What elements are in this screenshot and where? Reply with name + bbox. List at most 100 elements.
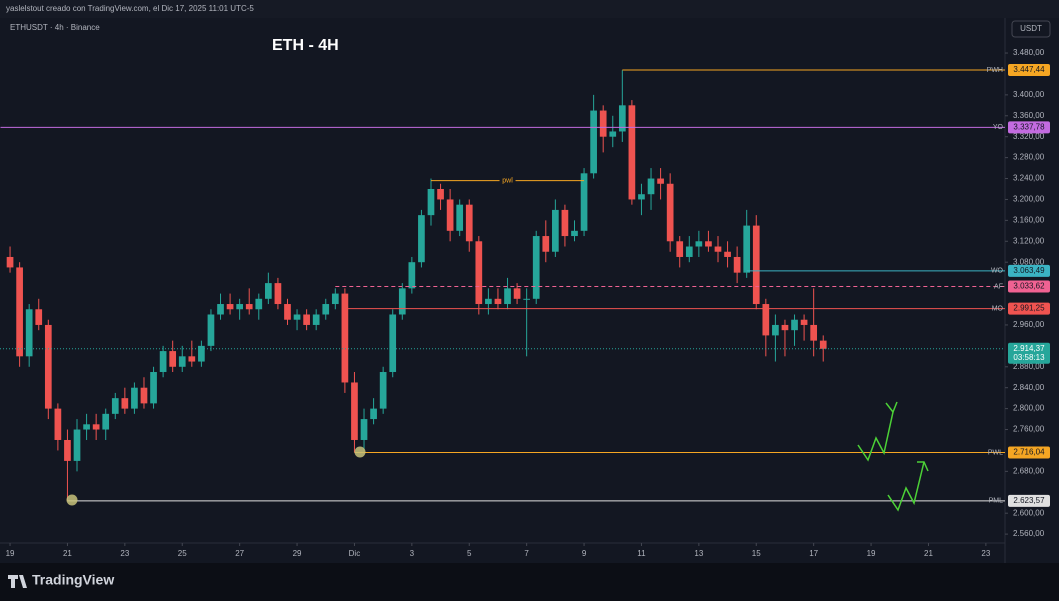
level-name: PWL [988, 449, 1003, 456]
y-tick-label: 2.840,00 [1013, 383, 1045, 392]
last-price-box [1008, 342, 1050, 364]
level-price: 3.447,44 [1013, 65, 1045, 74]
level-label-box [1008, 302, 1050, 315]
candle-body [64, 439, 71, 461]
candle-body [207, 314, 215, 346]
candle-body [695, 241, 703, 247]
level-price: 2.716,04 [1013, 448, 1045, 457]
level-name: PWH [987, 67, 1003, 74]
y-tick-label: 2.880,00 [1013, 362, 1045, 371]
x-tick-label: 25 [178, 549, 187, 558]
low-marker [354, 446, 366, 458]
low-marker [66, 494, 78, 506]
header: yaslelstout creado con TradingView.com, … [6, 4, 254, 13]
level-price: 3.033,62 [1013, 282, 1045, 291]
candle-body [762, 304, 770, 336]
arrow [857, 411, 894, 462]
x-tick-label: 21 [63, 549, 72, 558]
level-label-box [1008, 494, 1050, 507]
candle-body [92, 424, 100, 430]
candle-body [169, 351, 177, 367]
currency-box [1011, 20, 1051, 38]
x-tick-label: 19 [867, 549, 876, 558]
y-tick-label: 3.320,00 [1013, 132, 1045, 141]
candle-body [188, 356, 196, 362]
candle-body [657, 178, 664, 184]
candle-body [628, 105, 636, 200]
y-tick-label: 3.160,00 [1013, 215, 1045, 224]
y-tick-label: 2.600,00 [1013, 508, 1045, 517]
candle-body [772, 324, 779, 336]
y-tick-label: 2.560,00 [1013, 529, 1045, 538]
candle-body [437, 188, 444, 200]
x-tick-label: 23 [981, 549, 990, 558]
candle-body [178, 356, 186, 367]
candle-body [379, 372, 387, 409]
brand-logo [8, 575, 27, 588]
x-tick-label: 11 [637, 549, 646, 558]
candle-body [217, 304, 224, 315]
x-tick-label: 13 [694, 549, 703, 558]
y-tick-label: 3.240,00 [1013, 174, 1045, 183]
level-label-box [1008, 264, 1050, 277]
y-tick-label: 3.200,00 [1013, 195, 1045, 204]
candle-body [599, 110, 607, 137]
candle-body [552, 209, 559, 252]
candle-body [724, 251, 731, 257]
level-label-box [1008, 121, 1050, 134]
candle-body [504, 288, 511, 305]
candle-body [638, 194, 645, 200]
level-name: AF [994, 283, 1003, 290]
x-tick-label: 9 [582, 549, 587, 558]
x-tick-label: 23 [120, 549, 129, 558]
candle-body [743, 225, 751, 273]
candle-body [16, 267, 23, 357]
y-tick-label: 2.680,00 [1013, 466, 1045, 475]
candle-body [810, 324, 818, 341]
y-tick-label: 3.120,00 [1013, 236, 1045, 245]
currency: USDT [1020, 24, 1042, 33]
candle-body [35, 309, 43, 325]
candle-body [150, 372, 157, 404]
candle-body [752, 225, 760, 305]
x-tick-label: 29 [293, 549, 302, 558]
candle-body [523, 298, 531, 300]
candle-body [580, 173, 588, 231]
candle-body [198, 345, 205, 362]
candle-body [351, 382, 358, 440]
level-name: PML [989, 498, 1004, 505]
candle-body [494, 298, 502, 305]
level-price: 3.063,49 [1013, 266, 1045, 275]
arrow [917, 461, 929, 472]
candle-body [265, 283, 272, 299]
candle-body [705, 241, 712, 247]
x-tick-label: 19 [6, 549, 15, 558]
x-tick-label: 17 [809, 549, 818, 558]
level-price: 2.623,57 [1013, 496, 1045, 505]
candle-body [293, 314, 301, 320]
y-tick-label: 3.080,00 [1013, 257, 1045, 266]
level-price: 2.991,25 [1013, 304, 1045, 313]
x-tick-label: 15 [752, 549, 761, 558]
candle-body [418, 215, 425, 263]
candle-body [389, 314, 397, 373]
y-tick-label: 3.360,00 [1013, 111, 1045, 120]
candle-body [446, 199, 454, 231]
candle-body [25, 309, 33, 357]
candle-body [618, 105, 626, 132]
candle-body [245, 304, 253, 310]
footer [0, 563, 1059, 601]
level-label-box [1008, 446, 1050, 459]
x-tick-label: 5 [467, 549, 472, 558]
level-name: MO [992, 305, 1004, 312]
level-name: WO [991, 268, 1004, 275]
candle-body [312, 314, 320, 325]
x-tick-label: 27 [235, 549, 244, 558]
candle-body [102, 413, 110, 430]
x-tick-label: 21 [924, 549, 933, 558]
level-price: 3.337,78 [1013, 123, 1045, 132]
candle-body [485, 298, 492, 305]
candle-body [226, 304, 234, 310]
